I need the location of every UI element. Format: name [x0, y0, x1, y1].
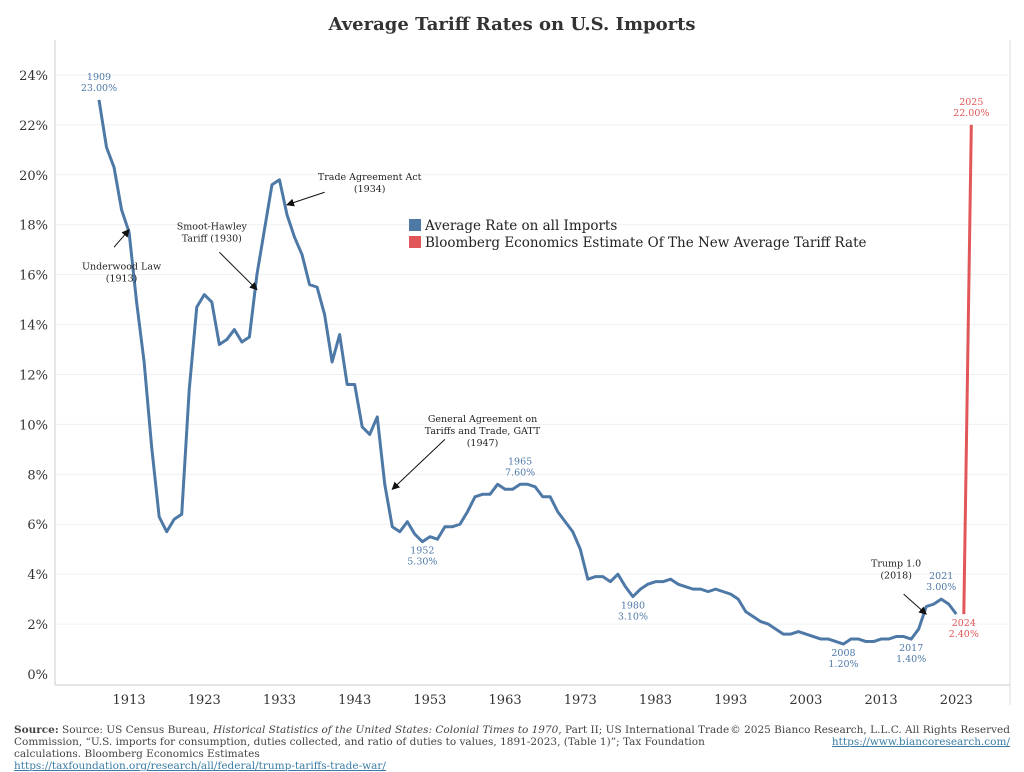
legend-label: Bloomberg Economics Estimate Of The New … — [425, 235, 866, 251]
annotation-text: General Agreement on — [428, 414, 537, 425]
y-tick-label: 14% — [19, 319, 48, 334]
chart-title: Average Tariff Rates on U.S. Imports — [328, 14, 696, 35]
y-tick-label: 18% — [19, 219, 48, 234]
x-tick-label: 2023 — [940, 693, 973, 708]
annotation-arrow — [391, 439, 446, 490]
y-tick-label: 12% — [19, 368, 48, 383]
annotation-text: Trump 1.0 — [871, 559, 921, 570]
annotation-text: Tariffs and Trade, GATT — [425, 426, 541, 437]
series-line-0 — [97, 99, 958, 646]
point-label-year: 2017 — [899, 643, 923, 654]
point-label-year: 2021 — [929, 571, 953, 582]
y-tick-label: 8% — [27, 468, 48, 483]
annotation-arrow — [113, 228, 130, 248]
y-tick-label: 10% — [19, 418, 48, 433]
y-tick-label: 6% — [27, 518, 48, 533]
x-tick-label: 1963 — [489, 693, 522, 708]
point-label-value: 3.00% — [926, 582, 956, 593]
point-label-value: 7.60% — [505, 467, 535, 478]
point-label-year: 2025 — [959, 97, 983, 108]
legend-swatch — [409, 219, 421, 231]
point-label-year: 1909 — [87, 72, 111, 83]
x-tick-label: 2013 — [865, 693, 898, 708]
line-chart: 0% 2% 4% 6% 8% 10% 12% 14% 16% 18% 20% 22% 24% 1913 19… — [19, 40, 1011, 708]
legend-label: Average Rate on all Imports — [424, 218, 617, 234]
source-note: Source: Source: US Census Bureau, Histor… — [14, 724, 754, 772]
annotation-text: Smoot-Hawley — [177, 222, 248, 233]
annotation-text: Trade Agreement Act — [318, 172, 422, 183]
point-label-value: 2.40% — [949, 629, 979, 640]
x-tick-label: 1913 — [113, 693, 146, 708]
source-text: Source: US Census Bureau, — [58, 724, 213, 736]
x-tick-label: 1943 — [338, 693, 371, 708]
point-label-value: 3.10% — [618, 612, 648, 623]
annotation-arrow — [218, 251, 258, 291]
series-line-1 — [962, 124, 973, 615]
y-tick-label: 16% — [19, 269, 48, 284]
source-link[interactable]: https://taxfoundation.org/research/all/f… — [14, 760, 386, 772]
copyright-note: © 2025 Bianco Research, L.L.C. All Right… — [730, 724, 1010, 748]
annotation-text: (1947) — [467, 438, 499, 449]
point-label-value: 1.20% — [828, 659, 858, 670]
y-tick-label: 24% — [19, 69, 48, 84]
x-tick-label: 1923 — [188, 693, 221, 708]
copyright-text: © 2025 Bianco Research, L.L.C. All Right… — [730, 724, 1010, 736]
point-label-year: 2008 — [831, 648, 855, 659]
point-label-value: 1.40% — [896, 654, 926, 665]
y-tick-label: 0% — [27, 668, 48, 683]
x-tick-label: 1933 — [263, 693, 296, 708]
point-label-value: 23.00% — [81, 83, 117, 94]
annotation-text: (2018) — [880, 571, 912, 582]
y-tick-label: 2% — [27, 618, 48, 633]
source-label: Source: — [14, 724, 59, 736]
source-text-2: , Part II; US International Trade Commis… — [14, 724, 730, 760]
x-tick-label: 1953 — [413, 693, 446, 708]
annotation-arrow — [903, 593, 927, 615]
point-label-value: 5.30% — [407, 557, 437, 568]
x-tick-label: 1973 — [564, 693, 597, 708]
annotation-arrow — [286, 191, 325, 207]
y-tick-label: 20% — [19, 169, 48, 184]
point-label-year: 2024 — [952, 618, 976, 629]
y-tick-label: 4% — [27, 568, 48, 583]
point-label-year: 1980 — [621, 601, 645, 612]
point-label-year: 1952 — [410, 546, 434, 557]
annotation-text: Underwood Law — [82, 262, 161, 273]
y-tick-label: 22% — [19, 119, 48, 134]
site-link[interactable]: https://www.biancoresearch.com/ — [831, 736, 1010, 748]
annotation-text: Tariff (1930) — [182, 234, 242, 245]
legend-swatch — [409, 236, 421, 248]
annotation-text: (1913) — [106, 274, 138, 285]
x-tick-label: 2003 — [789, 693, 822, 708]
point-label-value: 22.00% — [953, 108, 989, 119]
x-tick-label: 1983 — [639, 693, 672, 708]
x-tick-label: 1993 — [714, 693, 747, 708]
point-label-year: 1965 — [508, 456, 532, 467]
annotation-text: (1934) — [354, 184, 386, 195]
source-book-title: Historical Statistics of the United Stat… — [212, 724, 559, 736]
